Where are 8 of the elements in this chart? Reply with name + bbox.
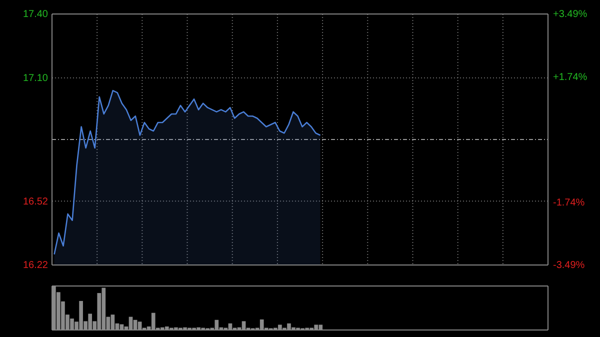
y2-tick-label: -3.49% (553, 260, 585, 272)
y-tick-label: 16.52 (22, 196, 48, 208)
y-tick-label: 16.22 (22, 260, 48, 272)
y2-tick-label: +3.49% (553, 9, 588, 20)
y-tick-label: 17.10 (22, 73, 48, 84)
y2-tick-label: +1.74% (553, 72, 588, 84)
y2-tick-label: -1.74% (553, 197, 585, 208)
y-tick-label: 17.40 (22, 9, 48, 20)
